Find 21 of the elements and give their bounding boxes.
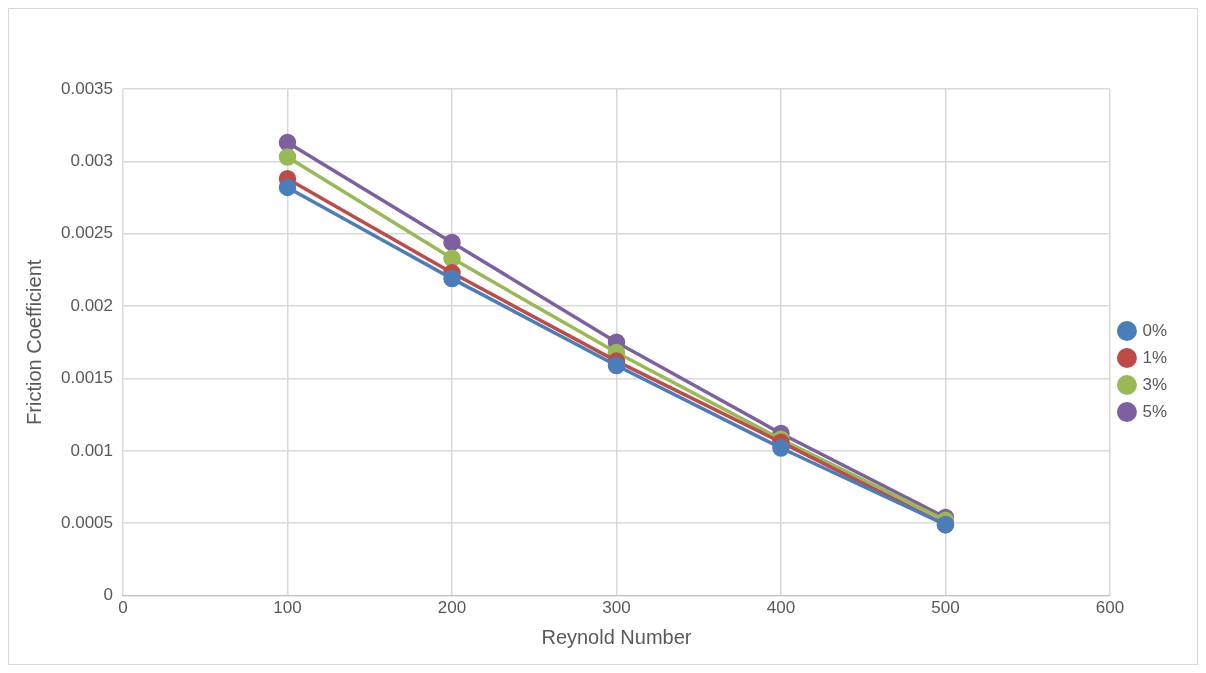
- y-tick-label: 0.001: [70, 440, 113, 460]
- y-tick-label: 0.0015: [61, 368, 113, 388]
- y-tick-label: 0.0025: [61, 223, 113, 243]
- x-tick-label: 600: [1095, 598, 1125, 618]
- x-axis-title: Reynold Number: [541, 625, 692, 648]
- y-tick-label: 0.002: [70, 295, 113, 315]
- x-tick-label: 400: [766, 598, 796, 618]
- y-tick-label: 0.0035: [61, 78, 113, 98]
- x-tick-label: 500: [931, 598, 960, 618]
- x-tick-label: 100: [273, 598, 302, 618]
- legend-label: 0%: [1142, 320, 1168, 340]
- legend-label: 5%: [1142, 401, 1168, 421]
- legend-label: 3%: [1142, 374, 1168, 394]
- y-tick-label: 0: [103, 585, 113, 605]
- y-tick-label: 0.0005: [61, 512, 113, 532]
- x-tick-label: 200: [437, 598, 467, 618]
- x-tick-label: 300: [602, 598, 631, 618]
- y-axis-title: Friction Coefficient: [22, 259, 45, 425]
- y-tick-label: 0.003: [70, 151, 113, 171]
- x-tick-label: 0: [118, 598, 128, 618]
- legend-label: 1%: [1142, 347, 1168, 367]
